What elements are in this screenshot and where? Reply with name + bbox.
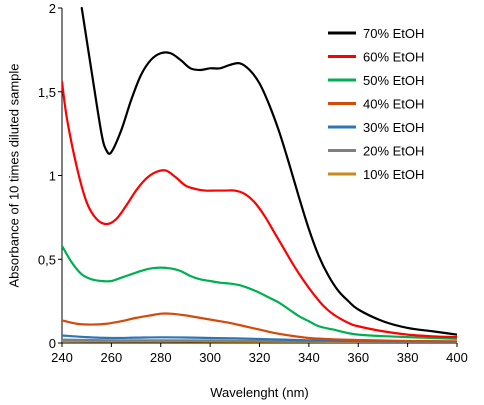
y-tick-label: 1,5 xyxy=(38,85,56,100)
y-tick-label: 0 xyxy=(49,336,56,351)
legend-label: 60% EtOH xyxy=(363,50,424,65)
y-tick-label: 2 xyxy=(49,1,56,16)
legend: 70% EtOH 60% EtOH 50% EtOH 40% EtOH 30% EtOH… xyxy=(328,26,424,182)
x-tick-label: 300 xyxy=(199,350,221,365)
axes: 240 260 280 300 320 340 360 380 400 0 0,5 1 1,5 2 xyxy=(38,1,468,365)
x-tick-label: 320 xyxy=(249,350,271,365)
legend-label: 10% EtOH xyxy=(363,167,424,182)
x-tick-label: 380 xyxy=(397,350,419,365)
x-axis-title: Wavelenght (nm) xyxy=(210,385,309,400)
series-line xyxy=(62,80,457,339)
y-tick-label: 0,5 xyxy=(38,252,56,267)
legend-label: 30% EtOH xyxy=(363,120,424,135)
series-line xyxy=(62,244,457,340)
x-tick-label: 400 xyxy=(446,350,468,365)
x-tick-label: 260 xyxy=(101,350,123,365)
legend-label: 40% EtOH xyxy=(363,97,424,112)
series-line xyxy=(80,7,457,336)
x-tick-label: 280 xyxy=(150,350,172,365)
y-tick-label: 1 xyxy=(49,169,56,184)
legend-label: 20% EtOH xyxy=(363,144,424,159)
legend-label: 70% EtOH xyxy=(363,26,424,41)
series-layer xyxy=(62,7,457,343)
series-line xyxy=(62,312,457,343)
x-tick-label: 340 xyxy=(298,350,320,365)
x-tick-label: 360 xyxy=(347,350,369,365)
y-axis-title: Absorbance of 10 times diluted sample xyxy=(6,63,21,287)
x-tick-label: 240 xyxy=(51,350,73,365)
legend-label: 50% EtOH xyxy=(363,73,424,88)
